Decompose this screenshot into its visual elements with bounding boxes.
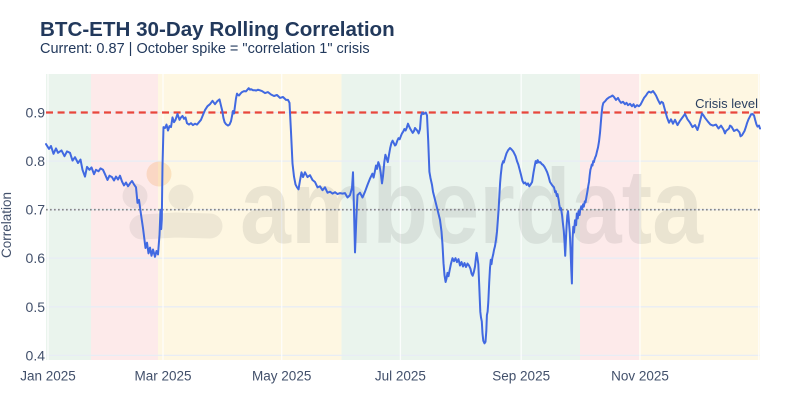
svg-text:0.8: 0.8	[26, 153, 46, 169]
svg-text:Nov 2025: Nov 2025	[611, 369, 669, 384]
svg-text:0.4: 0.4	[26, 347, 46, 363]
svg-text:0.7: 0.7	[26, 202, 46, 218]
svg-text:amberdata: amberdata	[240, 148, 704, 266]
svg-text:Crisis level: Crisis level	[695, 96, 758, 111]
svg-text:Current: 0.87 | October spike: Current: 0.87 | October spike = "correla…	[40, 41, 370, 57]
svg-text:Mar 2025: Mar 2025	[134, 369, 191, 384]
svg-text:0.9: 0.9	[26, 105, 46, 121]
svg-text:Jan 2025: Jan 2025	[20, 369, 76, 384]
svg-text:BTC-ETH 30-Day Rolling Correla: BTC-ETH 30-Day Rolling Correlation	[40, 18, 395, 41]
svg-text:Sep 2025: Sep 2025	[492, 369, 550, 384]
svg-text:Correlation: Correlation	[0, 192, 14, 258]
svg-text:May 2025: May 2025	[252, 369, 311, 384]
svg-text:0.6: 0.6	[26, 250, 46, 266]
svg-text:Jul 2025: Jul 2025	[375, 369, 426, 384]
svg-text:0.5: 0.5	[26, 299, 46, 315]
